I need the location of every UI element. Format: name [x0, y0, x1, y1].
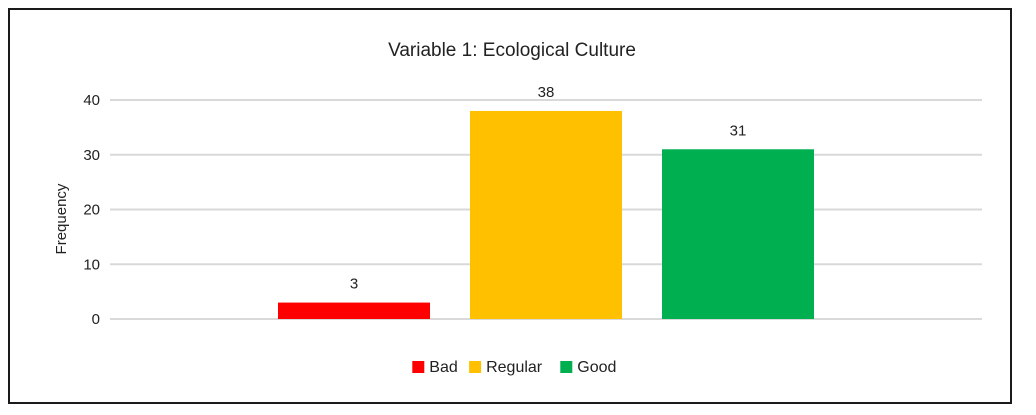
data-label-regular: 38: [538, 84, 555, 101]
y-axis-title: Frequency: [53, 183, 70, 254]
data-labels: 3 38 31: [350, 84, 747, 293]
y-tick-label: 20: [83, 202, 100, 219]
bars: [278, 110, 814, 319]
legend-swatch-good: [560, 361, 573, 373]
bar-bad: [278, 302, 430, 319]
y-tick-label: 10: [83, 256, 100, 273]
legend-swatch-bad: [412, 361, 425, 373]
y-tick-label: 40: [83, 92, 100, 109]
legend: Bad Regular Good: [412, 359, 616, 376]
data-label-bad: 3: [350, 276, 358, 293]
y-tick-label: 0: [92, 311, 100, 328]
legend-label-bad: Bad: [429, 359, 457, 376]
y-tick-label: 30: [83, 147, 100, 164]
chart-svg: Variable 1: Ecological Culture Frequency…: [53, 40, 982, 376]
legend-label-good: Good: [577, 359, 616, 376]
chart-title: Variable 1: Ecological Culture: [388, 40, 636, 61]
legend-swatch-regular: [469, 361, 482, 373]
legend-label-regular: Regular: [486, 359, 543, 376]
bar-good: [662, 149, 814, 319]
chart-frame: Variable 1: Ecological Culture Frequency…: [8, 8, 1012, 404]
y-axis-ticks: 0 10 20 30 40: [83, 92, 100, 328]
bar-regular: [470, 110, 622, 319]
data-label-good: 31: [730, 122, 747, 139]
